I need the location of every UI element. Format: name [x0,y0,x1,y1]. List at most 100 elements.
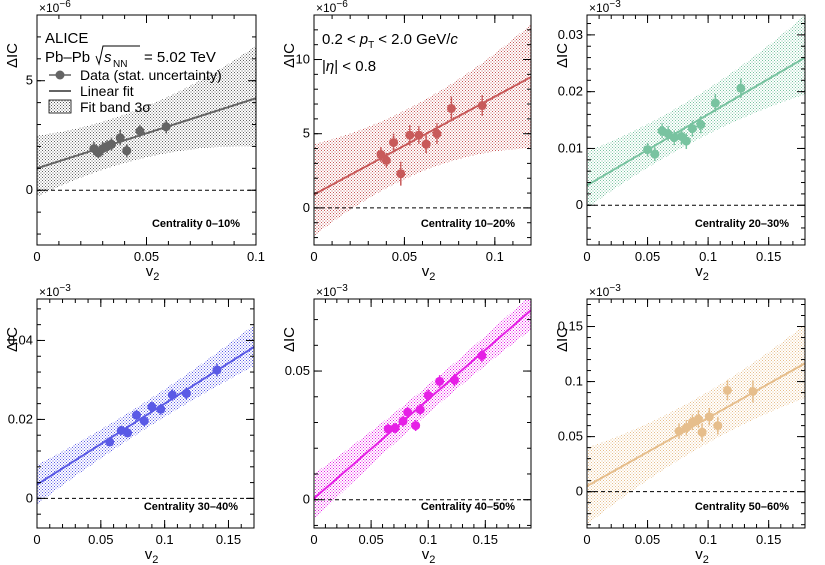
data-point [115,133,125,143]
y-tick-label: 0.04 [8,332,33,347]
data-point [687,124,697,134]
annotation-experiment: ALICE [45,30,88,47]
axes-frame [36,298,255,529]
y-scale-label: ×10−6 [39,0,71,15]
x-tick-label: 0.05 [88,532,113,547]
data-point [696,120,706,130]
data-point [446,103,456,113]
x-axis-title: v2 [145,546,159,565]
x-tick-label: 0.1 [699,532,717,547]
data-point [736,83,746,93]
pt-unit-c: c [450,31,458,48]
data-point [390,423,400,433]
data-point [381,155,391,165]
y-tick-label: 5 [26,73,33,88]
fit-band [37,324,254,505]
data-point [396,169,406,179]
y-scale-label: ×10−3 [316,283,348,299]
panel-3: 0 0.05 0.1 0.15 0 0.01 0.02 0.03 ×10−3 ΔIC v2 Centr… [554,0,806,283]
data-point [398,416,408,426]
y-axis-title: ΔIC [4,327,21,352]
y-tick-label: 0 [26,490,33,505]
data-point [156,404,166,414]
eta-post: | < 0.8 [334,58,376,75]
data-point [704,412,714,422]
y-axis-title: ΔIC [554,327,571,352]
panel-5: 0 0.05 0.1 0.15 0 0.05 ×10−3 ΔIC v2 Centrality 40… [281,283,532,565]
annotation-kinematics: 0.2 < pT < 2.0 GeV/c |η| < 0.8 [322,31,458,75]
data-point [722,385,732,395]
centrality-label: Centrality 10–20% [421,218,515,230]
x-tick-label: 0.05 [392,249,417,264]
data-point [477,101,487,111]
axes-frame [313,298,532,529]
y-axis-title: ΔIC [554,43,571,68]
x-tick-label: 0.1 [419,532,437,547]
y-scale-label: ×10−3 [589,0,621,15]
data-point [421,139,431,149]
pt-range: 0.2 < pT < 2.0 GeV/c [322,31,458,51]
data-point [212,365,222,375]
x-tick-label: 0.05 [358,532,383,547]
x-tick-label: 0.1 [156,532,174,547]
x-tick-label: 0.05 [134,249,159,264]
data-point [693,414,703,424]
centrality-label: Centrality 0–10% [152,218,240,230]
y-tick-label: 0 [303,200,310,215]
fit-line [37,97,256,170]
x-tick-label: 0 [583,532,590,547]
data-point [376,149,386,159]
data-point [643,145,653,155]
data-point [132,410,142,420]
plot-area [314,23,531,237]
panel-1: 0 0.05 0.1 0 5 ×10−6 ΔIC v2 Centrality 0–10% [4,0,265,283]
y-scale-label: ×10−3 [39,283,71,299]
pt-var: p [359,31,368,48]
x-axis-title: v2 [695,263,709,283]
x-tick-label: 0.15 [756,532,781,547]
fit-band [37,45,256,197]
data-point [106,139,116,149]
energy-sub: NN [113,59,127,70]
x-tick-label: 0 [583,249,590,264]
y-tick-label: 0.02 [558,84,583,99]
x-tick-label: 0.05 [635,532,660,547]
data-point [748,386,758,396]
centrality-label: Centrality 30–40% [144,501,238,513]
y-tick-label: 0.03 [558,27,583,42]
legend-fit-label: Linear fit [80,83,134,99]
x-tick-label: 0.15 [216,532,241,547]
annotation-system: Pb–Pb s NN = 5.02 TeV [45,45,216,70]
x-axis-title: v2 [422,546,436,565]
data-point [415,405,425,415]
data-point [435,376,445,386]
energy-value: = 5.02 TeV [144,49,216,66]
y-axis-title: ΔIC [281,327,298,352]
x-tick-label: 0.05 [635,249,660,264]
centrality-label: Centrality 20–30% [695,218,789,230]
sqrt-icon [95,45,140,66]
fit-band [314,23,531,237]
centrality-label: Centrality 50–60% [695,501,789,513]
x-tick-label: 0 [310,532,317,547]
plot-area [37,324,254,505]
y-tick-label: 0.05 [558,429,583,444]
pt-sub: T [368,40,374,51]
fit-line [587,56,805,187]
data-point [147,402,157,412]
plot-area [314,299,531,521]
y-tick-label: 0.02 [8,411,33,426]
x-tick-label: 0.15 [756,249,781,264]
y-tick-label: 0.15 [558,319,583,334]
pt-pre: 0.2 < [322,31,356,48]
y-scale-label: ×10−3 [589,283,621,299]
data-point [139,416,149,426]
plot-area [587,15,805,209]
x-tick-label: 0.1 [247,249,265,264]
x-tick-label: 0 [310,249,317,264]
y-tick-label: 0 [26,182,33,197]
x-tick-label: 0 [33,249,40,264]
data-point [674,426,684,436]
data-point [105,437,115,447]
